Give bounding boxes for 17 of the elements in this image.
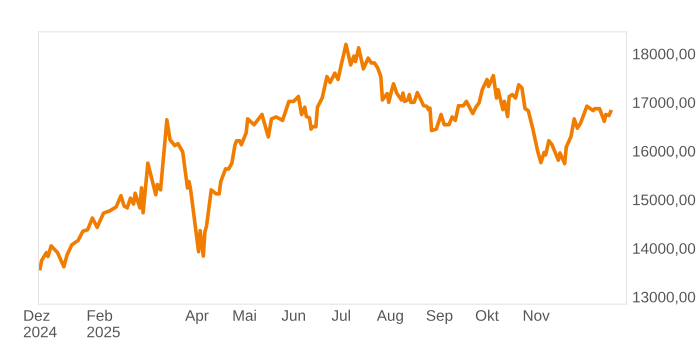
x-tick-label: Mai bbox=[233, 310, 256, 321]
y-tick-label: 15000,00 bbox=[633, 194, 696, 208]
y-tick-label: 17000,00 bbox=[633, 97, 696, 110]
x-tick-label: Aug bbox=[376, 310, 403, 324]
y-tick-label: 13000,00 bbox=[633, 292, 696, 304]
x-tick-label: Nov bbox=[524, 310, 550, 321]
y-tick-label: 16000,00 bbox=[633, 146, 696, 158]
x-tick-label: Feb 2025 bbox=[87, 310, 120, 338]
x-tick-label: Apr bbox=[185, 310, 209, 324]
x-tick-label: Sep bbox=[426, 310, 452, 324]
y-tick-label: 18000,00 bbox=[633, 48, 696, 62]
x-tick-label: Jul bbox=[332, 310, 350, 321]
y-tick-label: 14000,00 bbox=[633, 243, 696, 256]
x-tick-label: Dez 2024 bbox=[24, 310, 57, 338]
line-series bbox=[38, 42, 612, 270]
x-tick-label: Okt bbox=[476, 310, 499, 321]
x-tick-label: Jun bbox=[282, 310, 305, 321]
